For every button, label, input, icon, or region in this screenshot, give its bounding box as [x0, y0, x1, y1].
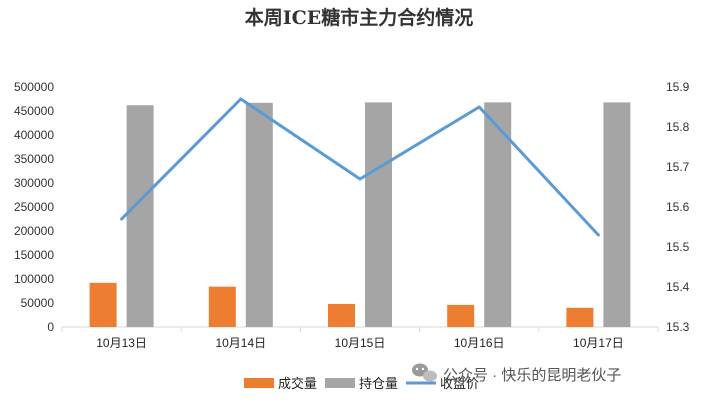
bar-volume — [208, 286, 236, 327]
x-category-label: 10月17日 — [573, 336, 624, 350]
close-price-point — [239, 97, 243, 101]
x-category-label: 10月16日 — [454, 336, 505, 350]
y-right-tick-label: 15.7 — [666, 160, 690, 174]
close-price-point — [477, 105, 481, 109]
price-line — [120, 97, 600, 237]
y-left-tick-label: 250000 — [14, 200, 54, 214]
legend: 成交量 持仓量 收盘价 — [244, 376, 479, 391]
y-left-tick-label: 450000 — [14, 104, 54, 118]
bar-volume — [566, 307, 594, 327]
bar-open-interest — [484, 102, 512, 327]
close-price-point — [120, 217, 124, 221]
y-left-tick-label: 300000 — [14, 176, 54, 190]
y-left-tick-label: 100000 — [14, 272, 54, 286]
legend-swatch — [325, 378, 355, 388]
close-price-line — [120, 97, 600, 237]
bar-open-interest — [603, 102, 631, 327]
legend-label: 持仓量 — [359, 376, 398, 391]
watermark-text: 公众号 · 快乐的昆明老伙子 — [443, 367, 621, 384]
close-price-point — [358, 177, 362, 181]
y-left-tick-label: 350000 — [14, 152, 54, 166]
chart-title: 本周ICE糖市主力合约情况 — [245, 6, 474, 29]
axes: 0 50000 100000 150000 200000 250000 300000 3500… — [14, 80, 690, 350]
y-right-tick-label: 15.4 — [666, 280, 690, 294]
y-left-tick-label: 50000 — [21, 296, 55, 310]
bar-open-interest — [126, 105, 154, 328]
y-right-tick-label: 15.8 — [666, 120, 690, 134]
y-right-tick-label: 15.5 — [666, 240, 690, 254]
watermark: 公众号 · 快乐的昆明老伙子 — [412, 363, 621, 384]
x-category-label: 10月14日 — [215, 336, 266, 350]
y-left-tick-label: 500000 — [14, 80, 54, 94]
bar-volume — [89, 282, 117, 327]
bars — [89, 102, 631, 328]
wechat-icon — [412, 363, 437, 382]
legend-swatch — [244, 378, 274, 388]
legend-label: 成交量 — [278, 376, 317, 391]
bar-open-interest — [365, 102, 392, 327]
bar-volume — [447, 304, 475, 327]
close-price-point — [596, 233, 600, 237]
y-left-tick-label: 0 — [47, 320, 54, 334]
y-left-tick-label: 150000 — [14, 248, 54, 262]
legend-label: 收盘价 — [440, 376, 479, 391]
y-left-tick-label: 200000 — [14, 224, 54, 238]
y-right-tick-label: 15.6 — [666, 200, 690, 214]
x-category-label: 10月13日 — [96, 336, 147, 350]
y-left-tick-label: 400000 — [14, 128, 54, 142]
bar-open-interest — [245, 102, 273, 327]
bar-volume — [328, 303, 355, 327]
y-right-tick-label: 15.9 — [666, 80, 690, 94]
y-right-tick-label: 15.3 — [666, 320, 690, 334]
x-category-label: 10月15日 — [335, 336, 386, 350]
